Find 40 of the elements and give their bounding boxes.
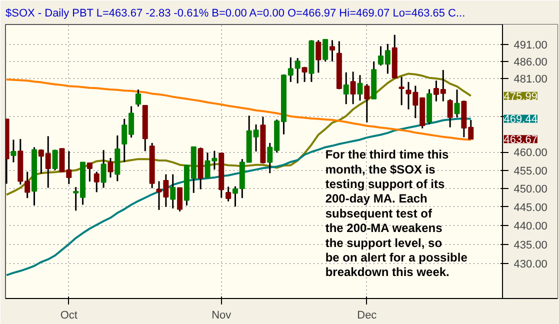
candlestick [294, 57, 300, 84]
candlestick [357, 74, 363, 102]
candlestick [94, 170, 100, 193]
y-tick-label: 486.00 [514, 56, 548, 68]
candlestick [226, 186, 232, 202]
candlestick [10, 138, 16, 164]
y-tick-label: 481.00 [514, 74, 548, 86]
candlestick [302, 66, 308, 83]
y-tick-label: 460.00 [514, 147, 548, 160]
candlestick [170, 174, 176, 210]
candlestick [177, 187, 183, 212]
candlestick [135, 88, 141, 108]
x-tick-label: Dec [357, 310, 378, 322]
y-tick-label: 445.00 [514, 202, 548, 214]
y-tick-label: 491.00 [514, 40, 548, 52]
y-tick-label: 435.00 [514, 239, 548, 252]
candlestick [322, 38, 328, 62]
candlestick [86, 162, 92, 182]
candlestick [316, 39, 322, 74]
y-tick-label: 440.00 [514, 220, 548, 233]
text: 469.44 [504, 114, 538, 126]
candlestick [108, 157, 114, 178]
y-tick-label: 450.00 [514, 184, 548, 196]
candlestick [100, 149, 106, 189]
candlestick [454, 88, 460, 118]
candlestick [350, 70, 356, 105]
text: For the third time this month, the $SOX is testing support of its 200-day MA. Each subsequent test of the 200-MA weakens the support level, so be on alert for a possible breakdown this week. [325, 148, 468, 280]
candlestick [398, 76, 404, 106]
y-tick-label: 430.00 [514, 258, 548, 271]
text: 475.99 [504, 90, 538, 103]
candlestick [330, 39, 336, 62]
candlestick [364, 83, 370, 124]
candlestick [447, 98, 453, 128]
candlestick [343, 72, 349, 105]
line-series [6, 117, 472, 276]
candlestick [52, 148, 58, 172]
y-tick-label: 455.00 [514, 165, 548, 178]
chart-title: $SOX - Daily PBT L=463.67 -2.83 -0.61% B=0.00 A=0.00 O=466.97 Hi=469.07 Lo=463.65 C... [6, 8, 466, 20]
x-tick-label: Oct [60, 310, 78, 322]
x-tick-label: Nov [212, 310, 232, 322]
